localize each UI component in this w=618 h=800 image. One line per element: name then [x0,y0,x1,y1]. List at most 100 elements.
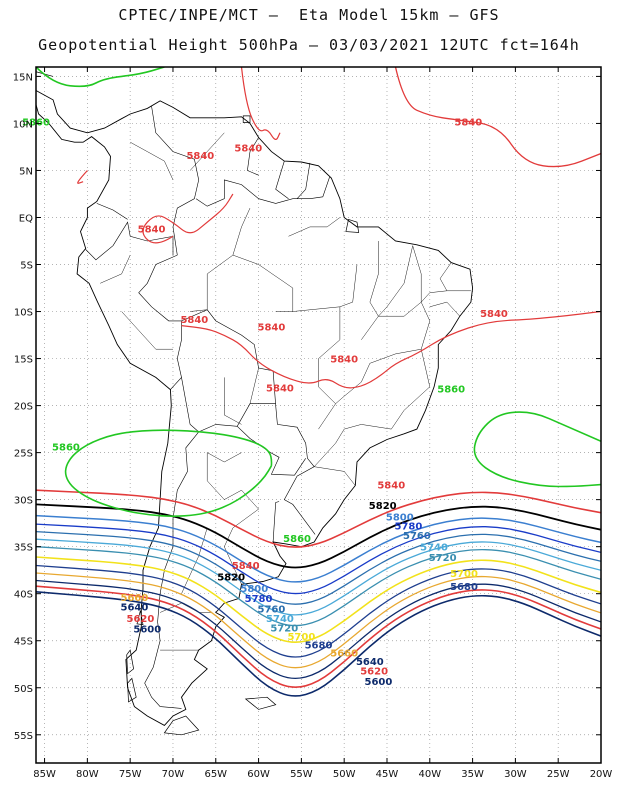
lon-tick-label: 65W [204,769,227,780]
state-border [121,311,173,350]
state-border [160,602,212,613]
country-border [181,377,276,433]
contour-5840-amazon [142,193,234,244]
contour-label-5840: 5840 [138,225,166,236]
island-coastline [127,677,137,703]
state-border [224,508,259,585]
contour-label-5820: 5820 [217,573,245,584]
lat-tick-label: 45S [14,637,33,648]
state-border [318,363,371,430]
state-border [421,290,447,303]
lat-tick-label: 10S [14,308,33,319]
lon-tick-label: 35W [461,769,484,780]
contour-5780-trough [36,523,601,595]
lon-tick-label: 60W [247,769,270,780]
state-border [339,264,358,308]
lat-tick-label: 15N [13,72,33,83]
lat-tick-label: 55S [14,731,33,742]
state-border [361,241,379,340]
country-border [296,162,311,199]
state-border [292,306,341,404]
country-border [247,137,259,176]
state-border [189,132,225,171]
island-coastline [126,649,134,675]
lat-tick-label: 10N [13,119,33,130]
country-border [272,501,280,543]
contour-label-5680: 5680 [450,582,478,593]
contour-label-5820: 5820 [369,501,397,512]
lat-tick-label: 40S [14,590,33,601]
contour-label-5840: 5840 [180,315,208,326]
state-border [232,208,251,256]
contour-label-5640: 5640 [356,657,384,668]
contour-label-5660: 5660 [121,593,149,604]
lat-tick-label: 5N [19,166,33,177]
contour-label-5840: 5840 [330,354,358,365]
lat-tick-label: 25S [14,449,33,460]
state-border [378,245,422,317]
contour-label-5620: 5620 [360,667,388,678]
contour-label-5700: 5700 [287,632,315,643]
contour-label-5620: 5620 [127,614,155,625]
contour-label-5800: 5800 [240,584,268,595]
lon-tick-label: 80W [76,769,99,780]
lat-tick-label: 35S [14,543,33,554]
contour-label-5860: 5860 [283,534,311,545]
contour-label-5840: 5840 [232,561,260,572]
country-border [144,431,199,709]
contour-label-5700: 5700 [450,569,478,580]
contour-label-5600: 5600 [365,677,393,688]
lon-tick-label: 55W [290,769,313,780]
country-border [195,176,330,207]
state-border [314,466,356,486]
contour-5840-north-east [394,67,601,168]
contour-label-5640: 5640 [121,603,149,614]
latitude-axis: 15N 10N 5N EQ 5S 10S 15S 20S 25S 30S 35S 40S 45S 50S 5… [13,72,601,742]
state-border [224,377,242,425]
lat-tick-label: EQ [19,213,33,224]
contour-5660-trough [36,572,601,669]
state-border [288,217,341,237]
plot-frame [35,66,602,764]
lon-tick-label: 30W [504,769,527,780]
contour-5740-trough [36,538,601,616]
state-border [190,309,216,322]
lon-tick-label: 50W [333,769,356,780]
contour-5640-trough [36,579,601,680]
state-border [429,301,460,317]
contour-label-5760: 5760 [403,531,431,542]
lat-lon-grid [36,67,602,763]
contour-5840-central [181,310,601,389]
contour-5840-trough [36,489,601,548]
island-coastline [345,218,360,233]
contour-5860-north [36,67,165,88]
lat-tick-label: 30S [14,496,33,507]
contour-label-5760: 5760 [257,605,285,616]
lon-tick-label: 45W [376,769,399,780]
contour-5700-trough [36,556,601,643]
state-border [206,452,259,510]
coastlines [36,71,474,736]
state-border [100,255,131,284]
contour-label-5840: 5840 [257,322,285,333]
country-border [181,309,316,535]
lon-tick-label: 20W [590,769,613,780]
island-coastline [136,610,144,626]
island-coastline [163,715,200,736]
contour-label-5740: 5740 [420,542,448,553]
state-border [344,349,431,430]
contour-label-5860: 5860 [437,384,465,395]
state-border [249,367,259,404]
contour-label-5840: 5840 [480,309,508,320]
contour-label-5840: 5840 [186,151,214,162]
contour-label-5840: 5840 [377,480,405,491]
contour-5600-trough [36,591,601,697]
contour-5840-pacific [77,170,88,184]
contour-label-5780: 5780 [394,522,422,533]
contour-label-5860: 5860 [52,443,80,454]
chart-title: CPTEC/INPE/MCT – Eta Model 15km – GFS [118,6,500,24]
country-border [236,426,306,476]
contour-label-5740: 5740 [266,614,294,625]
state-border [130,142,174,180]
lon-tick-label: 70W [162,769,185,780]
